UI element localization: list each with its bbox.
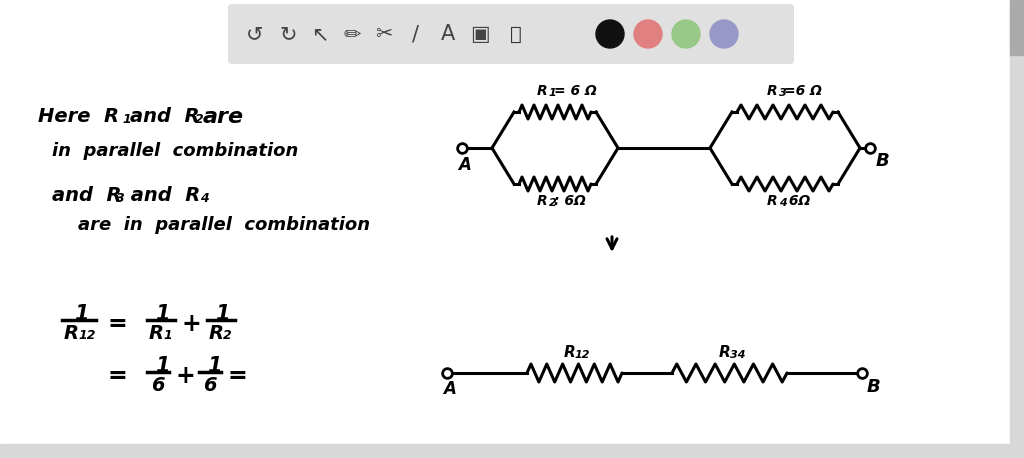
Text: R: R bbox=[537, 194, 548, 208]
Text: 3: 3 bbox=[779, 88, 786, 98]
Text: 6: 6 bbox=[203, 376, 217, 395]
Bar bbox=[1010, 0, 1024, 458]
Text: R: R bbox=[537, 84, 548, 98]
Text: =: = bbox=[108, 364, 128, 388]
Text: 2: 2 bbox=[223, 329, 231, 342]
Text: R: R bbox=[767, 194, 777, 208]
Text: ✂: ✂ bbox=[375, 24, 393, 44]
Text: A: A bbox=[443, 380, 456, 398]
Text: R: R bbox=[719, 345, 731, 360]
Text: : 6Ω: : 6Ω bbox=[554, 194, 586, 208]
Text: ▣: ▣ bbox=[470, 24, 489, 44]
Text: +: + bbox=[175, 364, 195, 388]
Text: 12: 12 bbox=[575, 350, 591, 360]
Text: Here  R: Here R bbox=[38, 107, 119, 126]
Text: R: R bbox=[150, 324, 164, 343]
Text: 1: 1 bbox=[122, 113, 131, 126]
Text: in  parallel  combination: in parallel combination bbox=[52, 142, 298, 160]
Text: 1: 1 bbox=[549, 88, 557, 98]
Ellipse shape bbox=[672, 20, 700, 48]
FancyBboxPatch shape bbox=[228, 4, 794, 64]
Text: 2: 2 bbox=[549, 198, 557, 208]
Text: 1: 1 bbox=[207, 356, 221, 376]
Ellipse shape bbox=[596, 20, 624, 48]
Text: and  R: and R bbox=[130, 107, 200, 126]
Text: 🖼: 🖼 bbox=[510, 24, 522, 44]
Text: B: B bbox=[876, 152, 890, 170]
Text: 2: 2 bbox=[195, 113, 204, 126]
Text: 3: 3 bbox=[116, 192, 125, 205]
Bar bbox=[0, 444, 1010, 458]
Bar bbox=[1010, 0, 1024, 55]
Text: ↖: ↖ bbox=[311, 24, 329, 44]
Text: = 6 Ω: = 6 Ω bbox=[554, 84, 597, 98]
Text: 4: 4 bbox=[779, 198, 786, 208]
Text: R: R bbox=[63, 324, 79, 343]
Text: A: A bbox=[458, 156, 471, 174]
Text: R: R bbox=[209, 324, 224, 343]
Text: =: = bbox=[108, 312, 128, 336]
Ellipse shape bbox=[710, 20, 738, 48]
Text: 34: 34 bbox=[730, 350, 745, 360]
Text: 12: 12 bbox=[78, 329, 95, 342]
Text: R: R bbox=[767, 84, 777, 98]
Text: +: + bbox=[181, 312, 201, 336]
Ellipse shape bbox=[634, 20, 662, 48]
Text: and  R: and R bbox=[124, 186, 201, 205]
Text: /: / bbox=[413, 24, 420, 44]
Text: 1: 1 bbox=[155, 304, 170, 324]
Text: are: are bbox=[203, 107, 244, 127]
Text: are  in  parallel  combination: are in parallel combination bbox=[78, 216, 370, 234]
Text: 1: 1 bbox=[155, 356, 170, 376]
Text: ↺: ↺ bbox=[246, 24, 264, 44]
Text: =: = bbox=[227, 364, 247, 388]
Text: =6 Ω: =6 Ω bbox=[784, 84, 822, 98]
Text: 4: 4 bbox=[200, 192, 209, 205]
Text: A: A bbox=[441, 24, 455, 44]
Text: 6Ω: 6Ω bbox=[784, 194, 810, 208]
Text: R: R bbox=[564, 345, 575, 360]
Text: 1: 1 bbox=[215, 304, 229, 324]
Text: ✏: ✏ bbox=[343, 24, 360, 44]
Text: ↻: ↻ bbox=[280, 24, 297, 44]
Text: B: B bbox=[867, 378, 881, 396]
Text: 6: 6 bbox=[151, 376, 165, 395]
Text: 1: 1 bbox=[74, 304, 88, 324]
Text: 1: 1 bbox=[163, 329, 172, 342]
Text: and  R: and R bbox=[52, 186, 122, 205]
